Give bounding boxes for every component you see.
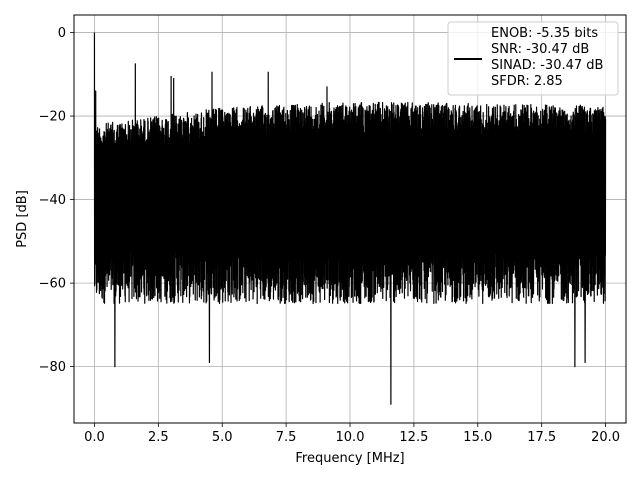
legend-entry-line: SFDR: 2.85 (491, 74, 563, 89)
x-tick-label: 7.5 (276, 430, 297, 445)
psd-series-line (93, 32, 607, 405)
legend-entry-line: SINAD: -30.47 dB (491, 58, 603, 73)
legend-entry-line: ENOB: -5.35 bits (491, 26, 598, 41)
x-tick-label: 12.5 (399, 430, 428, 445)
legend-entry-line: SNR: -30.47 dB (491, 42, 589, 57)
y-tick-label: 0 (58, 26, 66, 41)
y-tick-label: −20 (39, 110, 66, 125)
x-tick-label: 10.0 (336, 430, 365, 445)
x-tick-label: 20.0 (591, 430, 620, 445)
x-tick-label: 17.5 (527, 430, 556, 445)
x-tick-label: 15.0 (463, 430, 492, 445)
y-axis-label: PSD [dB] (15, 190, 30, 248)
series-layer (93, 32, 607, 405)
x-tick-label: 2.5 (148, 430, 169, 445)
x-axis-label: Frequency [MHz] (295, 451, 404, 466)
x-tick-label: 0.0 (84, 430, 105, 445)
y-tick-label: −80 (39, 360, 66, 375)
x-tick-label: 5.0 (212, 430, 233, 445)
axis-ticks: 0.0 2.5 5.0 7.5 10.0 12.5 15.0 17.5 20.0 0 −20 −40 −… (39, 26, 620, 445)
y-tick-label: −40 (39, 193, 66, 208)
y-tick-label: −60 (39, 277, 66, 292)
legend-box (447, 21, 619, 96)
